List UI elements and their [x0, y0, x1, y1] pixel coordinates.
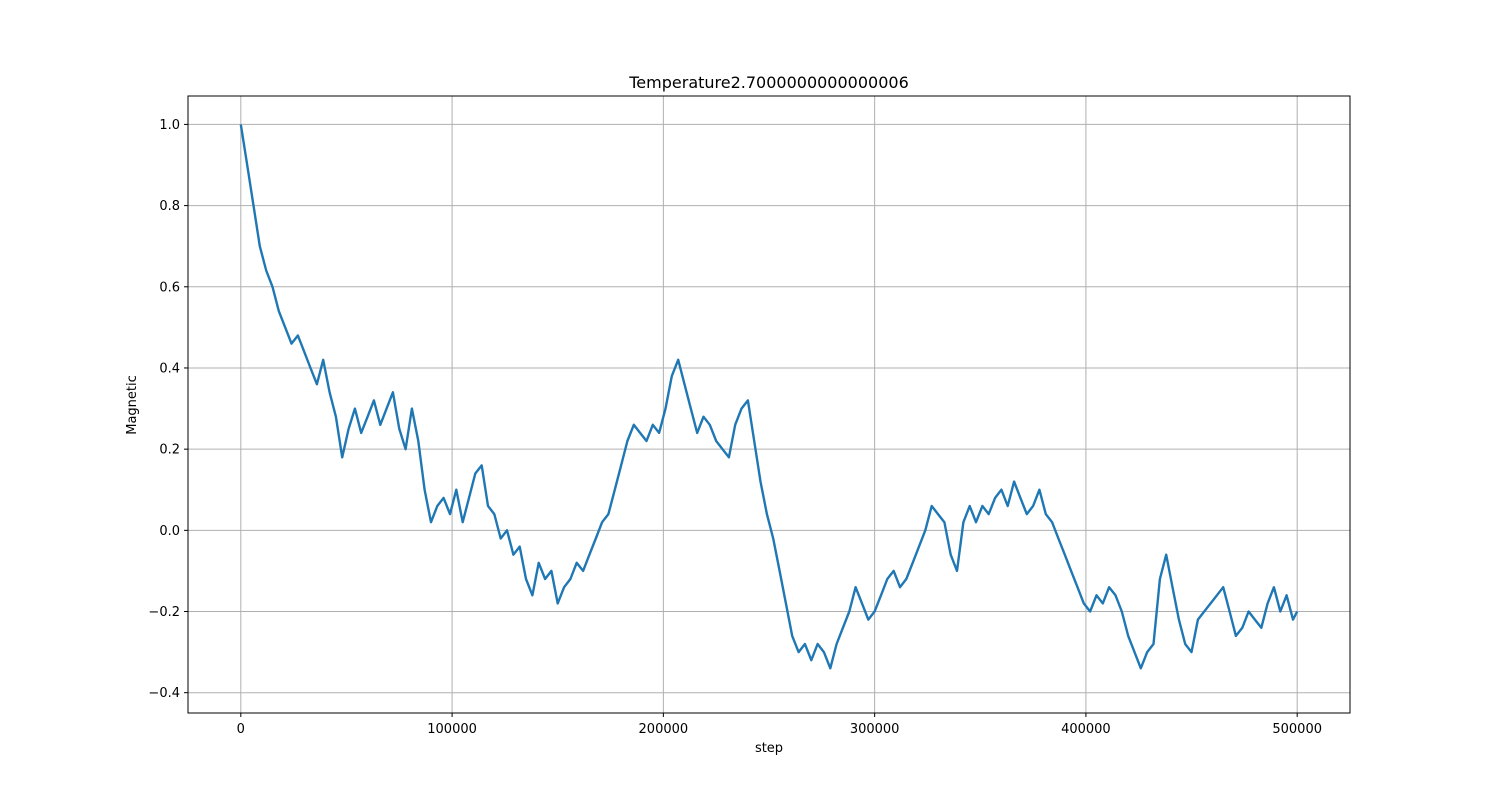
x-tick-label: 0 — [237, 722, 245, 737]
chart-title: Temperature2.7000000000000006 — [628, 73, 909, 92]
y-tick-label: 0.0 — [159, 524, 180, 539]
x-tick-label: 100000 — [427, 722, 477, 737]
y-tick-label: −0.4 — [148, 686, 180, 701]
x-tick-label: 200000 — [639, 722, 689, 737]
y-tick-label: 0.6 — [159, 280, 180, 295]
y-tick-label: 1.0 — [159, 118, 180, 133]
y-tick-label: −0.2 — [148, 605, 180, 620]
x-tick-label: 400000 — [1061, 722, 1111, 737]
grid-layer — [188, 96, 1350, 713]
y-tick-label: 0.8 — [159, 199, 180, 214]
x-tick-label: 500000 — [1272, 722, 1322, 737]
y-axis-label: Magnetic — [125, 375, 140, 435]
y-axis: −0.4 −0.2 0.0 0.2 0.4 0.6 0.8 1.0 — [148, 118, 188, 701]
series-layer — [239, 124, 1299, 670]
x-tick-label: 300000 — [850, 722, 900, 737]
y-tick-label: 0.2 — [159, 443, 180, 458]
x-axis: 0 100000 200000 300000 400000 500000 — [237, 713, 1322, 737]
x-axis-label: step — [755, 741, 783, 756]
plot-frame — [187, 95, 1351, 714]
magnetic-series-line — [239, 124, 1299, 670]
y-tick-label: 0.4 — [159, 361, 180, 376]
